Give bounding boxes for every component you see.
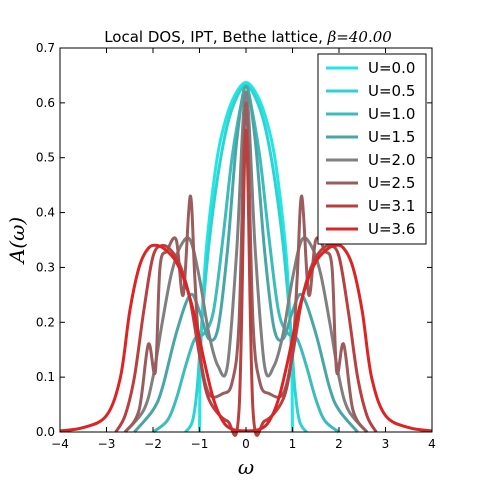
legend-label-5: U=2.5 <box>368 174 415 192</box>
legend-label-7: U=3.6 <box>368 220 415 238</box>
legend-label-2: U=1.0 <box>368 105 415 123</box>
legend-label-4: U=2.0 <box>368 151 415 169</box>
x-axis-label: ω <box>238 455 254 479</box>
y-tick-label: 0.7 <box>36 41 55 55</box>
x-tick-label: −4 <box>51 437 69 451</box>
legend-label-1: U=0.5 <box>368 82 415 100</box>
x-tick-label: 2 <box>335 437 343 451</box>
x-tick-label: 0 <box>242 437 250 451</box>
x-tick-label: 4 <box>428 437 436 451</box>
y-tick-label: 0.0 <box>36 425 55 439</box>
x-tick-label: 3 <box>382 437 390 451</box>
legend-label-0: U=0.0 <box>368 59 415 77</box>
legend-label-6: U=3.1 <box>368 197 415 215</box>
y-tick-label: 0.2 <box>36 315 55 329</box>
y-tick-label: 0.5 <box>36 151 55 165</box>
series-line-3 <box>133 84 359 433</box>
x-tick-label: −3 <box>98 437 116 451</box>
series-line-0 <box>198 81 294 433</box>
y-tick-label: 0.1 <box>36 370 55 384</box>
y-tick-label: 0.3 <box>36 260 55 274</box>
y-axis-label: A(ω) <box>5 217 29 265</box>
chart-title-beta: β=40.00 <box>327 28 393 46</box>
legend-box <box>317 53 427 245</box>
legend: U=0.0 U=0.5 U=1.0 U=1.5 U=2.0 U=2.5 U=3.1 U=3.6 <box>317 53 427 245</box>
y-tick-label: 0.6 <box>36 96 55 110</box>
y-tick-label: 0.4 <box>36 206 55 220</box>
legend-label-3: U=1.5 <box>368 128 415 146</box>
x-tick-label: −1 <box>191 437 209 451</box>
series-line-4 <box>123 90 369 434</box>
x-tick-label: 1 <box>289 437 297 451</box>
series-layer <box>59 81 433 437</box>
chart-title: Local DOS, IPT, Bethe lattice, β=40.00 <box>104 28 392 46</box>
tick-layer: −4 −3 −2 −1 0 1 2 3 4 0.0 0.1 0.2 0.3 0.4 0.5 0.6 0.7 <box>36 41 436 451</box>
x-tick-label: −2 <box>144 437 162 451</box>
